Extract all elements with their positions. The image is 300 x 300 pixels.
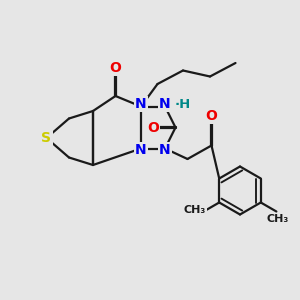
Text: CH₃: CH₃ [184,205,206,215]
Text: CH₃: CH₃ [267,214,289,224]
Text: N: N [135,143,147,157]
Text: ·H: ·H [175,98,191,112]
Text: N: N [159,143,171,157]
Text: O: O [147,121,159,134]
Text: N: N [135,97,147,111]
Text: O: O [206,109,218,122]
Text: N: N [159,97,171,111]
Text: S: S [41,131,52,145]
Text: O: O [110,61,122,74]
